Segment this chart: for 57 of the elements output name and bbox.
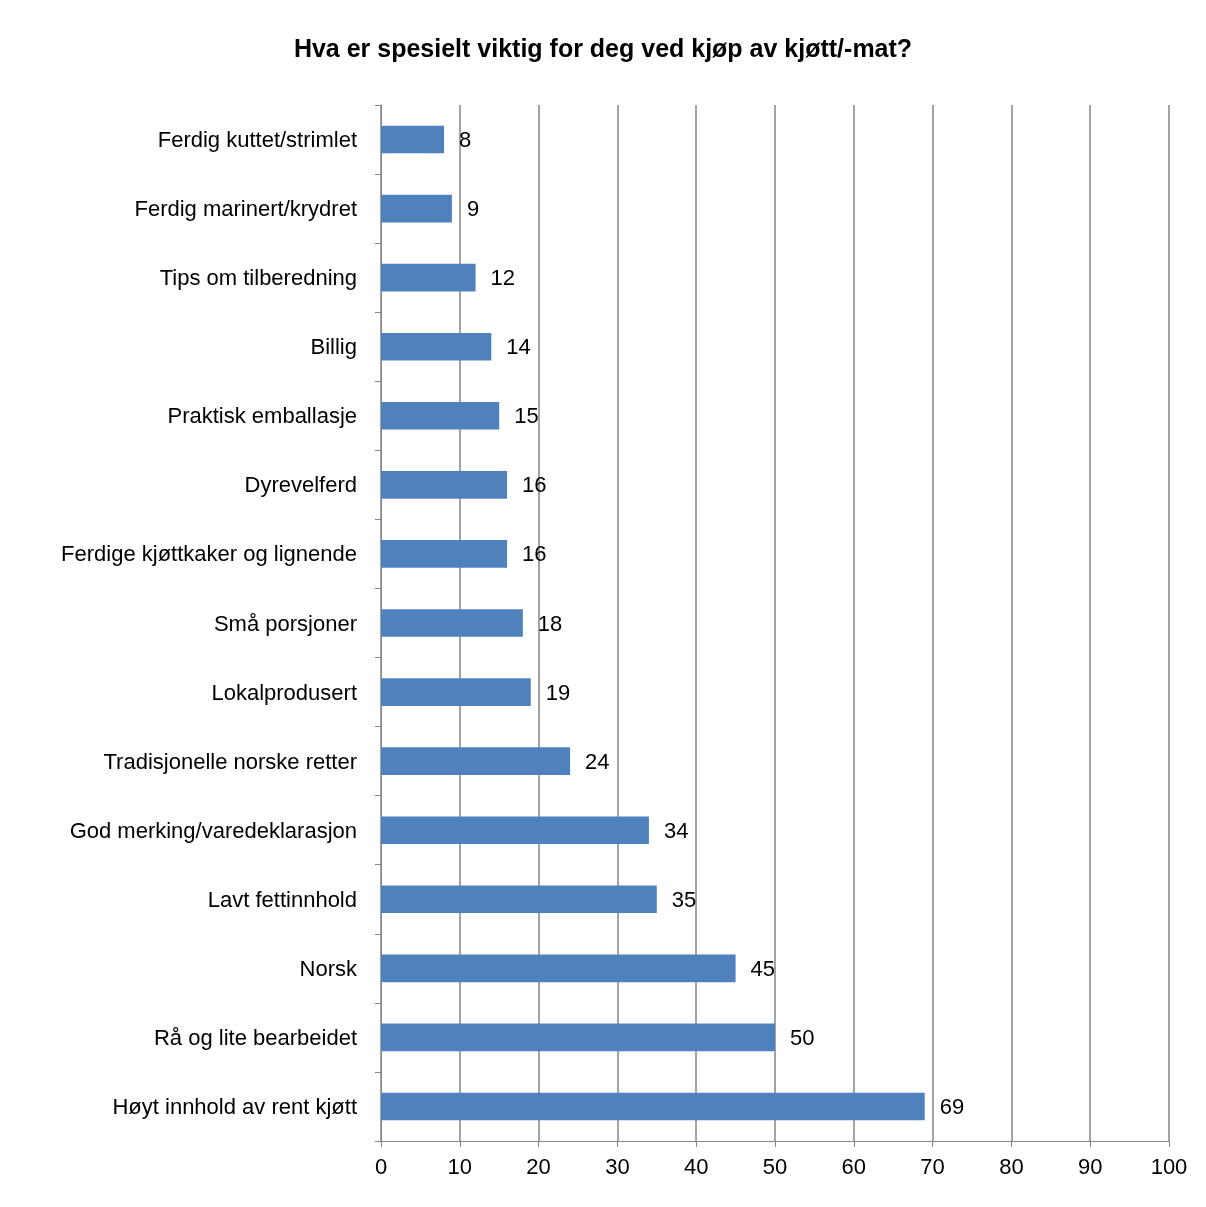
bar (381, 263, 476, 292)
data-label: 24 (585, 748, 610, 774)
y-tick-label: God merking/varedeklarasjon (69, 817, 357, 843)
y-tick-label: Små porsjoner (213, 610, 357, 636)
bar (381, 747, 571, 775)
y-tick-label: Rå og lite bearbeidet (153, 1024, 357, 1050)
bar (381, 194, 452, 223)
data-label: 45 (750, 955, 776, 981)
bar (381, 1092, 925, 1121)
x-tick-label: 0 (374, 1153, 388, 1179)
bar (381, 609, 523, 637)
bar (381, 1023, 775, 1052)
bar (381, 816, 649, 845)
y-tick-label: Høyt innhold av rent kjøtt (112, 1093, 357, 1119)
x-tick-label: 50 (762, 1153, 788, 1179)
data-label: 16 (522, 541, 547, 567)
bar (381, 540, 508, 568)
bar (381, 401, 500, 430)
x-tick-label: 70 (920, 1153, 945, 1179)
bar (381, 471, 508, 499)
data-label: 34 (663, 817, 689, 843)
y-tick-label: Lavt fettinnhold (207, 886, 357, 912)
y-tick-label: Tips om tilberedning (159, 265, 357, 291)
y-tick-label: Ferdig kuttet/strimlet (157, 127, 357, 153)
data-label: 9 (466, 196, 480, 222)
x-tick-label: 60 (841, 1153, 867, 1179)
data-label: 18 (537, 610, 563, 636)
data-label: 8 (459, 127, 472, 153)
bar (381, 125, 445, 154)
data-label: 69 (939, 1093, 965, 1119)
y-tick-label: Billig (310, 334, 357, 360)
data-label: 15 (514, 403, 539, 429)
data-label: 35 (671, 886, 697, 912)
bar (381, 954, 736, 983)
data-label: 16 (522, 472, 547, 498)
data-label: 12 (490, 265, 516, 291)
y-tick-label: Ferdige kjøttkaker og lignende (61, 541, 357, 567)
chart-title: Hva er spesielt viktig for deg ved kjøp av kjøtt/-mat? (293, 33, 913, 62)
y-tick-label: Praktisk emballasje (167, 403, 357, 429)
data-label: 50 (790, 1024, 815, 1050)
bar (381, 885, 657, 914)
data-label: 19 (545, 679, 571, 705)
bar (381, 678, 531, 706)
bar (381, 332, 492, 361)
x-tick-label: 10 (447, 1153, 473, 1179)
y-tick-label: Norsk (299, 955, 358, 981)
y-tick-label: Dyrevelferd (244, 472, 357, 498)
x-tick-label: 80 (999, 1153, 1024, 1179)
y-tick-label: Ferdig marinert/krydret (134, 196, 357, 222)
x-tick-label: 30 (605, 1153, 630, 1179)
x-tick-label: 90 (1077, 1153, 1103, 1179)
x-tick-label: 40 (683, 1153, 709, 1179)
x-tick-label: 100 (1150, 1153, 1188, 1179)
y-tick-label: Tradisjonelle norske retter (103, 748, 357, 774)
data-label: 14 (506, 334, 531, 360)
y-tick-label: Lokalprodusert (211, 679, 357, 705)
x-tick-label: 20 (526, 1153, 551, 1179)
